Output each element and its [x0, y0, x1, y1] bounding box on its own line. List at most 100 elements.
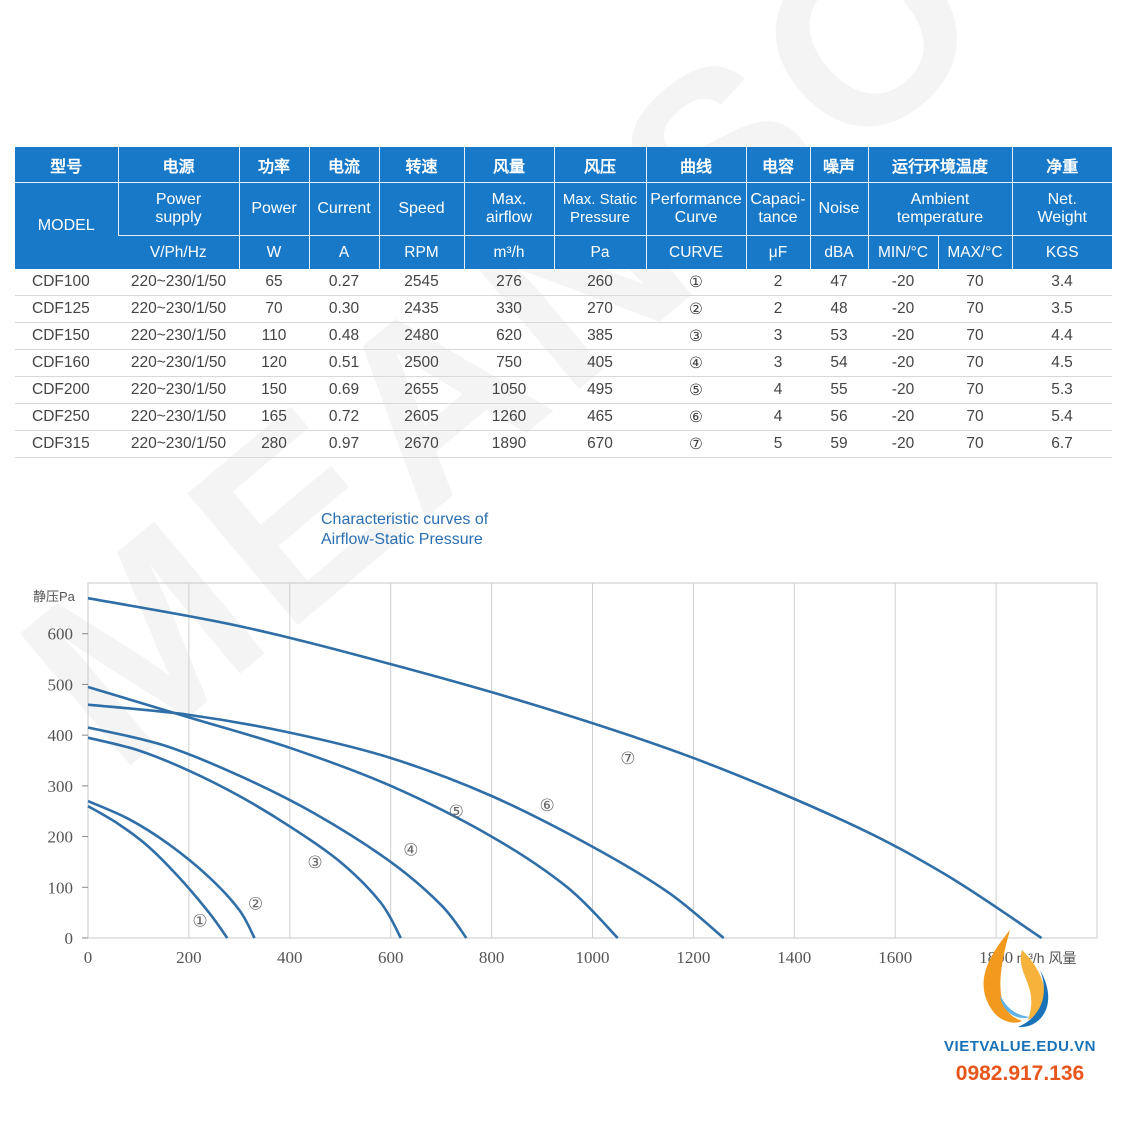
table-row: CDF100 220~230/1/50 65 0.27 2545 276 260 ① 2 47 -2…: [15, 269, 1112, 296]
col-en-airflow: Max. airflow: [463, 182, 554, 236]
series-label-4: ④: [403, 840, 418, 859]
table-cell: 4.4: [1012, 322, 1112, 350]
table-cell: 385: [554, 322, 646, 350]
table-cell: 70: [938, 269, 1012, 296]
series-line-7: [87, 596, 1043, 940]
col-en-ambient: Ambient temperature: [867, 182, 1012, 236]
series-line-2: [87, 799, 256, 939]
table-cell: 59: [810, 430, 868, 458]
series-label-3: ③: [307, 853, 322, 872]
table-cell: 6.7: [1012, 430, 1112, 458]
y-tick-label: 200: [48, 828, 74, 847]
y-tick-label: 400: [48, 726, 74, 745]
y-tick-label: 100: [48, 878, 74, 897]
table-cell: -20: [868, 403, 938, 431]
table-cell: 110: [239, 322, 309, 350]
table-cell: 1050: [464, 376, 554, 404]
table-cell: ④: [646, 349, 746, 377]
table-cell: 70: [938, 430, 1012, 458]
table-cell: 276: [464, 269, 554, 296]
series-label-6: ⑥: [539, 796, 554, 815]
col-cn-model: 型号: [15, 147, 118, 183]
table-cell: -20: [868, 430, 938, 458]
table-cell: 70: [239, 295, 309, 323]
y-tick-label: 500: [48, 675, 74, 694]
spec-table-body: CDF100 220~230/1/50 65 0.27 2545 276 260 ① 2 47 -2…: [15, 269, 1112, 458]
y-tick-label: 600: [48, 625, 74, 644]
table-cell: 465: [554, 403, 646, 431]
table-cell: -20: [868, 269, 938, 296]
model-cell: CDF250: [15, 403, 118, 431]
series-line-3: [87, 736, 402, 939]
table-cell: 4.5: [1012, 349, 1112, 377]
col-cn-power-supply: 电源: [117, 147, 239, 183]
unit-cell: MAX/°C: [937, 235, 1012, 269]
table-cell: 54: [810, 349, 868, 377]
table-cell: 70: [938, 403, 1012, 431]
col-en-noise: Noise: [809, 182, 868, 236]
col-cn-current: 电流: [308, 147, 379, 183]
table-cell: 5.3: [1012, 376, 1112, 404]
table-cell: 2605: [379, 403, 464, 431]
col-en-pressure: Max. Static Pressure: [553, 182, 646, 236]
table-cell: 2545: [379, 269, 464, 296]
series-line-5: [87, 685, 619, 939]
col-cn-capacitance: 电容: [745, 147, 810, 183]
airflow-pressure-chart: 0200400600800100012001400160018000100200…: [33, 582, 1098, 967]
unit-cell: W: [238, 235, 309, 269]
unit-cell: μF: [745, 235, 810, 269]
table-cell: 70: [938, 295, 1012, 323]
col-en-capacitance: Capaci-tance: [745, 182, 810, 236]
table-cell: 5: [746, 430, 810, 458]
y-tick-label: 300: [48, 777, 74, 796]
col-en-current: Current: [308, 182, 379, 236]
table-cell: 0.30: [309, 295, 379, 323]
chart-title: Characteristic curves of Airflow-Static …: [321, 511, 489, 548]
x-tick-label: 1400: [777, 948, 811, 967]
table-cell: 3: [746, 349, 810, 377]
table-cell: 270: [554, 295, 646, 323]
table-cell: 2435: [379, 295, 464, 323]
header-row-units: V/Ph/Hz W A RPM m³/h Pa CURVE μF dBA MIN/°C MAX/°C…: [15, 235, 1112, 269]
table-cell: 280: [239, 430, 309, 458]
table-cell: ②: [646, 295, 746, 323]
header-row-cn: 型号 电源 功率 电流 转速 风量 风压 曲线 电容 噪声 运行环境温度 净重: [15, 147, 1112, 183]
table-cell: 0.97: [309, 430, 379, 458]
table-cell: 0.51: [309, 349, 379, 377]
header-row-en: MODEL Power supply Power Current Speed Ma…: [15, 182, 1112, 269]
unit-cell: MIN/°C: [867, 235, 938, 269]
table-cell: 47: [810, 269, 868, 296]
series-label-1: ①: [192, 911, 207, 930]
col-en-power: Power: [238, 182, 309, 236]
table-cell: 405: [554, 349, 646, 377]
table-cell: 260: [554, 269, 646, 296]
spec-table: 型号 电源 功率 电流 转速 风量 风压 曲线 电容 噪声 运行环境温度 净重 …: [15, 147, 1112, 458]
table-cell: 2: [746, 269, 810, 296]
table-cell: 220~230/1/50: [118, 322, 239, 350]
table-cell: 750: [464, 349, 554, 377]
table-cell: 220~230/1/50: [118, 349, 239, 377]
table-cell: 1890: [464, 430, 554, 458]
table-cell: -20: [868, 349, 938, 377]
table-row: CDF250 220~230/1/50 165 0.72 2605 1260 465 ⑥ 4 56…: [15, 403, 1112, 431]
table-cell: 5.4: [1012, 403, 1112, 431]
table-cell: 3: [746, 322, 810, 350]
table-cell: 220~230/1/50: [118, 403, 239, 431]
col-en-curve: Performance Curve: [645, 182, 746, 236]
flame-logo-icon: [983, 930, 1049, 1028]
x-tick-label: 400: [277, 948, 303, 967]
col-cn-ambient: 运行环境温度: [867, 147, 1012, 183]
table-cell: 70: [938, 349, 1012, 377]
table-cell: ③: [646, 322, 746, 350]
table-cell: 4: [746, 403, 810, 431]
x-tick-label: 800: [479, 948, 505, 967]
model-cell: CDF100: [15, 269, 118, 296]
series-line-1: [87, 805, 229, 939]
col-en-model: MODEL: [15, 182, 118, 269]
unit-cell: A: [308, 235, 379, 269]
table-cell: ①: [646, 269, 746, 296]
y-tick-label: 0: [65, 929, 74, 948]
table-cell: ⑤: [646, 376, 746, 404]
table-cell: 1260: [464, 403, 554, 431]
table-cell: 55: [810, 376, 868, 404]
